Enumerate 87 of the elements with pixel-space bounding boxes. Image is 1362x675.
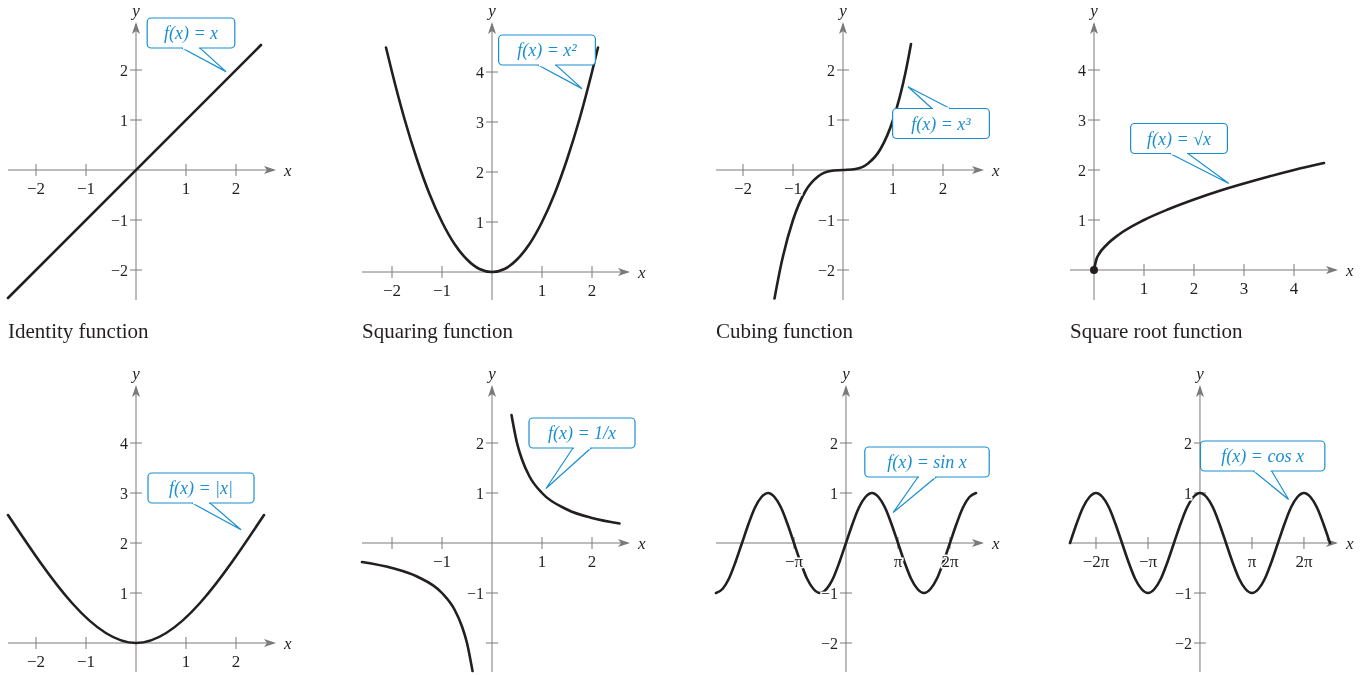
y-tick-label: −1 xyxy=(466,584,484,602)
x-tick-label: π xyxy=(893,552,903,571)
text: Identity function xyxy=(8,319,150,343)
x-tick-label: 1 xyxy=(181,652,191,671)
text: Squaring function xyxy=(362,319,514,343)
y-axis-title: y xyxy=(130,1,141,20)
y-tick-label: 1 xyxy=(827,111,835,129)
y-tick-label: −2 xyxy=(820,634,838,652)
y-tick-label: −1 xyxy=(1174,584,1192,602)
x-tick-label: 1 xyxy=(181,179,191,198)
y-axis-title: y xyxy=(837,1,848,20)
annotation: f(x) = x² xyxy=(517,40,578,61)
y-axis-title: y xyxy=(486,364,497,383)
x-tick-label: −2 xyxy=(382,281,402,300)
y-tick-label: 2 xyxy=(476,434,484,452)
x-axis-title: x xyxy=(637,534,646,553)
y-tick-label: 1 xyxy=(1183,484,1192,502)
y-axis-title: y xyxy=(486,1,497,20)
x-tick-label: −1 xyxy=(76,179,96,198)
x-tick-label: 2 xyxy=(587,552,597,571)
y-axis-title: y xyxy=(840,364,851,383)
x-tick-label: −1 xyxy=(432,281,452,300)
x-tick-label: 2π xyxy=(1295,552,1313,571)
x-tick-label: 1 xyxy=(1139,279,1149,298)
x-axis-title: x xyxy=(1345,261,1354,280)
y-tick-label: 2 xyxy=(120,61,128,79)
x-axis-title: x xyxy=(991,534,1000,553)
y-tick-label: −2 xyxy=(110,261,128,279)
x-tick-label: −1 xyxy=(432,552,452,571)
y-tick-label: 1 xyxy=(476,213,484,231)
x-tick-label: 2 xyxy=(231,652,241,671)
y-tick-label: 2 xyxy=(829,434,838,452)
y-tick-label: 2 xyxy=(1183,434,1192,452)
y-tick-label: −2 xyxy=(1174,634,1192,652)
text: Cubing function xyxy=(716,319,854,343)
x-axis-title: x xyxy=(637,263,646,282)
x-tick-label: −2 xyxy=(26,179,46,198)
y-tick-label: 2 xyxy=(120,534,128,552)
annotation: f(x) = √x xyxy=(1147,128,1211,150)
x-axis-title: x xyxy=(991,161,1000,180)
x-tick-label: −π xyxy=(1138,552,1158,571)
x-tick-label: 1 xyxy=(537,281,547,300)
y-tick-label: 1 xyxy=(120,111,128,129)
y-tick-label: 3 xyxy=(120,484,128,502)
y-tick-label: 1 xyxy=(829,484,838,502)
annotation: f(x) = sin x xyxy=(887,452,967,473)
x-tick-label: 2 xyxy=(587,281,597,300)
x-tick-label: −1 xyxy=(76,652,96,671)
x-axis-title: x xyxy=(283,161,292,180)
y-tick-label: 3 xyxy=(1078,111,1086,129)
y-tick-label: −1 xyxy=(817,211,835,229)
y-tick-label: 4 xyxy=(120,434,128,452)
x-tick-label: −2π xyxy=(1082,552,1110,571)
x-tick-label: 1 xyxy=(888,179,898,198)
text: Square root function xyxy=(1070,319,1244,343)
x-tick-label: 4 xyxy=(1289,279,1299,298)
x-tick-label: 2 xyxy=(938,179,948,198)
x-tick-label: 3 xyxy=(1239,279,1249,298)
annotation: f(x) = x³ xyxy=(911,113,972,135)
line-series xyxy=(773,42,913,300)
y-tick-label: 2 xyxy=(827,61,835,79)
y-tick-label: −1 xyxy=(110,211,128,229)
x-tick-label: π xyxy=(1247,552,1257,571)
y-axis-title: y xyxy=(1088,1,1099,20)
x-axis-title: x xyxy=(1345,534,1354,553)
x-tick-label: 1 xyxy=(537,552,547,571)
annotation: f(x) = x xyxy=(163,23,219,44)
annotation: f(x) = |x| xyxy=(168,478,234,499)
y-tick-label: 1 xyxy=(476,484,484,502)
x-tick-label: 2 xyxy=(231,179,241,198)
y-tick-label: 1 xyxy=(120,584,128,602)
y-tick-label: 4 xyxy=(1078,61,1086,79)
x-tick-label: −1 xyxy=(783,179,803,198)
y-tick-label: −2 xyxy=(817,261,835,279)
x-tick-label: −2 xyxy=(26,652,46,671)
y-tick-label: 1 xyxy=(1078,211,1086,229)
y-axis-title: y xyxy=(130,364,141,383)
y-tick-label: 2 xyxy=(1078,161,1086,179)
annotation: f(x) = cos x xyxy=(1221,446,1304,467)
x-tick-label: −2 xyxy=(733,179,753,198)
y-tick-label: 3 xyxy=(476,113,484,131)
y-tick-label: 4 xyxy=(476,63,484,81)
y-tick-label: 2 xyxy=(476,163,484,181)
annotation: f(x) = 1/x xyxy=(547,423,617,444)
y-axis-title: y xyxy=(1194,364,1205,383)
y-tick-label: −1 xyxy=(820,584,838,602)
x-axis-title: x xyxy=(283,634,292,653)
